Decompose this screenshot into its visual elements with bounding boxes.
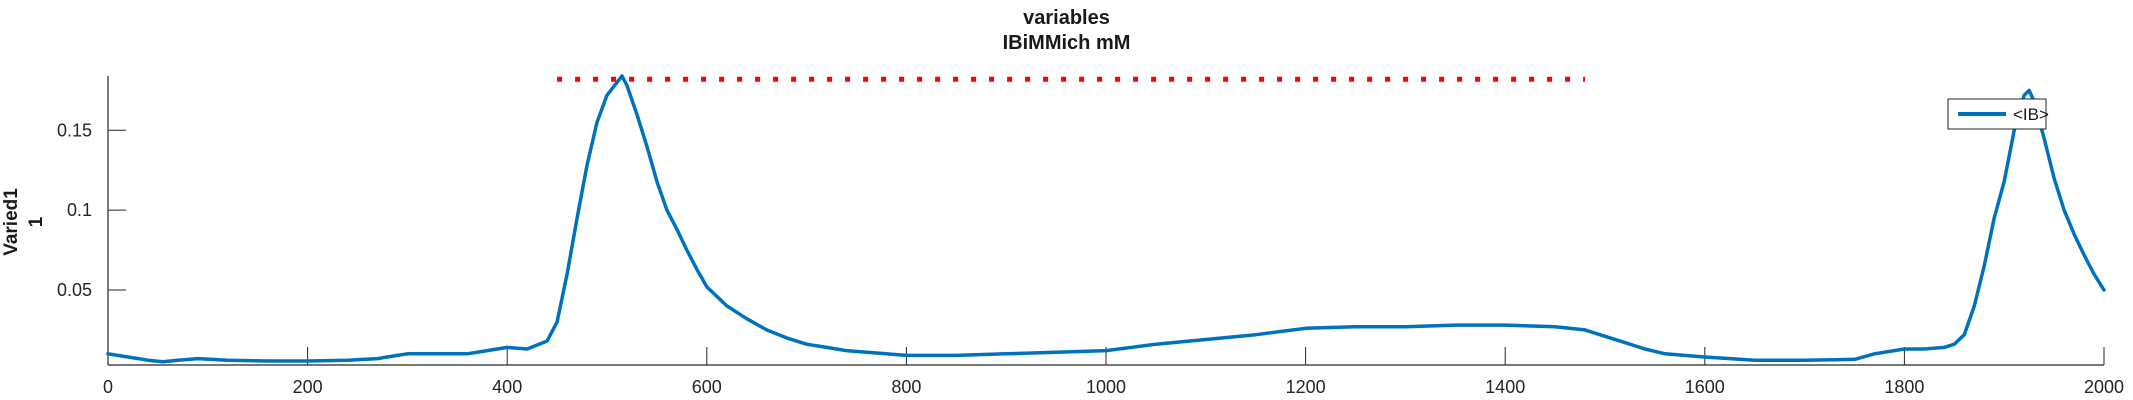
- y-axis-label-line-2: 1: [26, 216, 47, 227]
- x-tick-label: 1800: [1884, 377, 1924, 397]
- legend: <IB>: [1947, 98, 2049, 130]
- chart-title-line-2: IBiMMich mM: [1003, 32, 1131, 54]
- legend-entry-label: <IB>: [2013, 105, 2049, 124]
- x-tick-label: 800: [891, 377, 921, 397]
- series-line-ib: [106, 74, 2106, 364]
- chart-title-line-1: variables: [1023, 7, 1110, 29]
- y-tick-label: 0.15: [57, 120, 92, 140]
- x-tick-label: 1400: [1485, 377, 1525, 397]
- x-tick-label: 200: [293, 377, 323, 397]
- y-axis-label-line-1: Varied1: [1, 188, 22, 256]
- x-tick-label: 400: [492, 377, 522, 397]
- y-tick-label: 0.05: [57, 280, 92, 300]
- axes: 0 200 400 600 800 1000 1200 1400 1600 1800 2000 0.0…: [57, 76, 2124, 397]
- plot-area: [106, 74, 2106, 364]
- y-tick-label: 0.1: [67, 200, 92, 220]
- x-tick-label: 0: [103, 377, 113, 397]
- y-axis-label: Varied1 1: [1, 188, 47, 256]
- x-tick-label: 1200: [1286, 377, 1326, 397]
- x-tick-label: 1600: [1685, 377, 1725, 397]
- x-tick-label: 1000: [1086, 377, 1126, 397]
- x-tick-label: 2000: [2084, 377, 2124, 397]
- x-tick-label: 600: [692, 377, 722, 397]
